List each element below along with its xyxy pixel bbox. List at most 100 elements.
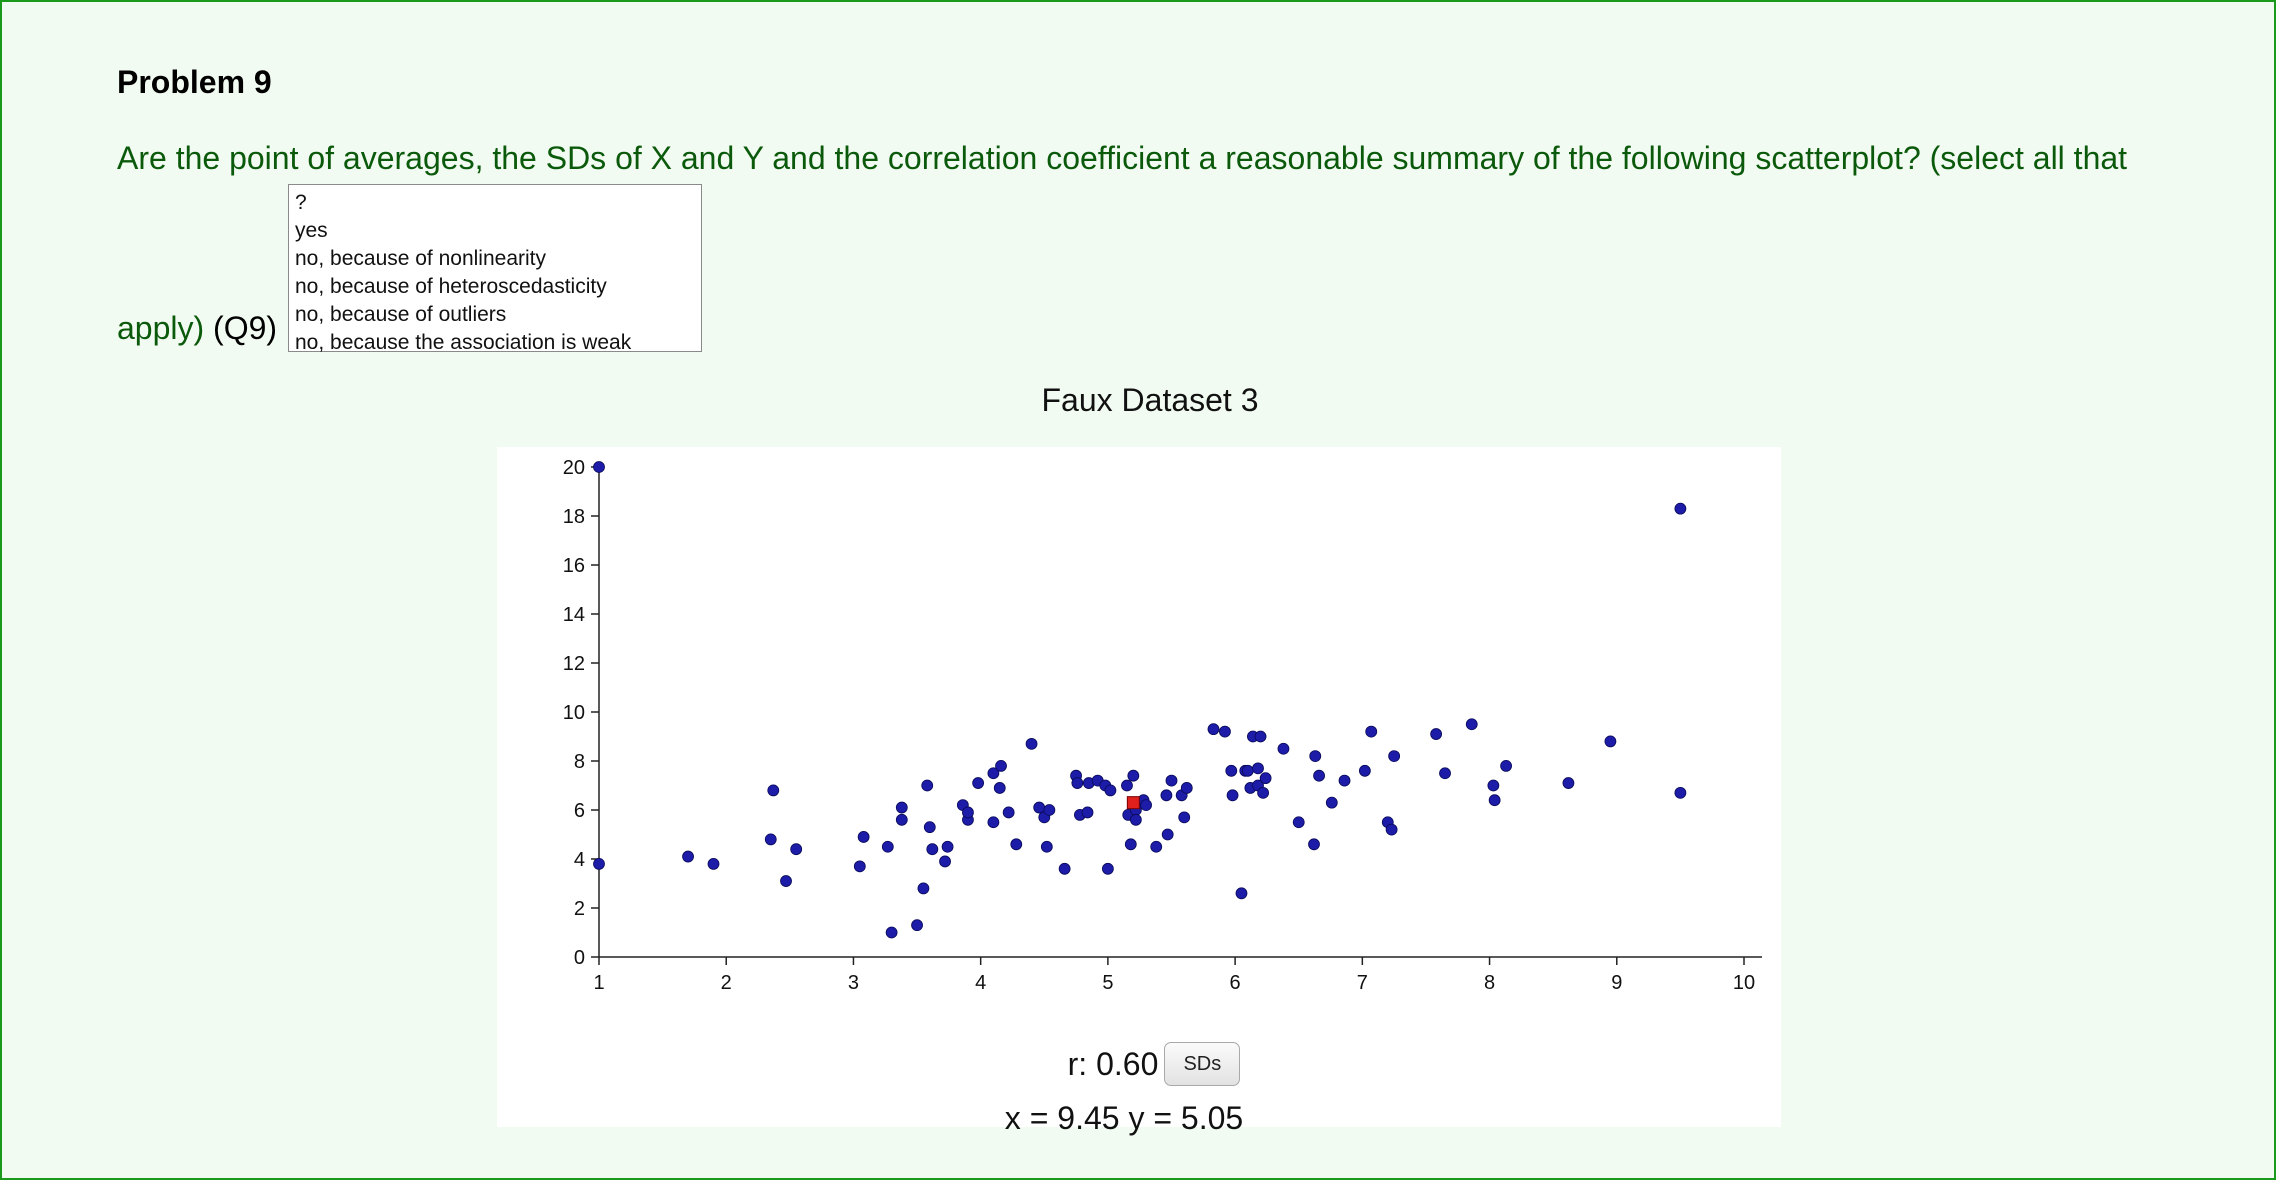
answer-option-nonlinearity[interactable]: no, because of nonlinearity xyxy=(295,247,547,270)
data-point xyxy=(764,833,777,846)
data-point xyxy=(1040,840,1053,853)
question-text: Are the point of averages, the SDs of X … xyxy=(117,140,2128,176)
data-point xyxy=(1254,730,1267,743)
y-tick-label: 12 xyxy=(563,653,585,675)
data-point xyxy=(1309,750,1322,763)
data-point xyxy=(1500,759,1512,772)
data-point xyxy=(1002,806,1015,819)
data-point xyxy=(1277,742,1290,755)
y-tick-label: 18 xyxy=(563,506,585,528)
y-tick-label: 2 xyxy=(574,898,585,920)
data-point xyxy=(911,919,923,932)
data-point xyxy=(1226,789,1239,802)
y-tick-label: 14 xyxy=(563,604,585,626)
data-point xyxy=(987,816,1000,829)
x-tick-label: 3 xyxy=(848,972,859,994)
data-point xyxy=(1388,750,1401,763)
data-point xyxy=(1562,777,1575,789)
data-point xyxy=(1180,782,1193,794)
data-point xyxy=(881,840,894,853)
y-tick-label: 4 xyxy=(574,849,585,871)
data-point xyxy=(895,801,908,814)
data-point xyxy=(1071,777,1084,789)
data-point xyxy=(1241,764,1254,777)
data-point xyxy=(1219,725,1231,738)
data-point xyxy=(1081,806,1094,819)
data-point xyxy=(1178,811,1191,824)
sds-button[interactable]: SDs xyxy=(1164,1042,1241,1086)
data-point xyxy=(593,461,605,473)
data-point xyxy=(1338,774,1351,787)
data-point xyxy=(1257,786,1269,799)
answer-option-heteroscedasticity[interactable]: no, because of heteroscedasticity xyxy=(295,275,607,298)
data-point xyxy=(790,843,803,856)
data-point xyxy=(1252,762,1264,775)
data-point xyxy=(1313,769,1325,782)
data-point xyxy=(1674,502,1687,515)
data-point xyxy=(1604,735,1617,748)
answer-option-yes[interactable]: yes xyxy=(295,219,328,242)
question-apply-text: apply) xyxy=(117,310,205,346)
data-point xyxy=(1033,801,1046,814)
data-point xyxy=(1292,816,1305,829)
data-point xyxy=(1104,784,1117,797)
data-point xyxy=(707,857,720,870)
question-text-continued: apply) (Q9) xyxy=(117,310,277,347)
data-point xyxy=(1058,862,1071,875)
data-point xyxy=(767,784,780,797)
data-point xyxy=(1439,767,1451,780)
data-point xyxy=(895,813,908,826)
problem-title: Problem 9 xyxy=(117,64,272,100)
data-point xyxy=(972,777,985,789)
data-point xyxy=(923,821,936,834)
data-point xyxy=(1259,772,1272,785)
data-point xyxy=(593,857,605,870)
data-point xyxy=(987,767,1000,780)
y-tick-label: 0 xyxy=(574,947,585,969)
correlation-label: r: 0.60 xyxy=(1067,1045,1159,1082)
data-point xyxy=(857,831,870,843)
data-point xyxy=(1225,764,1238,777)
x-tick-label: 8 xyxy=(1484,972,1495,994)
stats-row: r: 0.60 SDs xyxy=(497,1042,1781,1086)
data-point xyxy=(853,860,866,873)
data-point xyxy=(1358,764,1371,777)
x-tick-label: 9 xyxy=(1611,972,1622,994)
data-point xyxy=(926,843,939,856)
x-tick-label: 1 xyxy=(593,972,604,994)
data-point xyxy=(1160,789,1173,802)
data-point xyxy=(917,882,930,895)
data-point xyxy=(780,875,792,887)
answer-option-unknown[interactable]: ? xyxy=(295,191,307,214)
x-tick-label: 5 xyxy=(1102,972,1113,994)
y-tick-label: 6 xyxy=(574,800,585,822)
answer-option-weak-association[interactable]: no, because the association is weak xyxy=(295,331,632,354)
answer-option-outliers[interactable]: no, because of outliers xyxy=(295,303,507,326)
data-point xyxy=(1150,840,1163,853)
data-point xyxy=(1235,887,1248,900)
point-of-averages-marker xyxy=(1126,796,1140,810)
data-point xyxy=(1025,737,1038,750)
y-tick-label: 16 xyxy=(563,555,585,577)
data-point xyxy=(1674,786,1687,799)
data-point xyxy=(1043,804,1056,816)
answer-multiselect[interactable]: ? yes no, because of nonlinearity no, be… xyxy=(288,184,702,354)
x-tick-label: 2 xyxy=(721,972,732,994)
data-point xyxy=(682,850,694,863)
y-tick-label: 20 xyxy=(563,457,585,479)
chart-panel: 1 2 3 4 5 6 7 8 9 10 0 2 4 6 8 10 12 14 16 18 20 xyxy=(497,447,1781,1127)
data-point xyxy=(1487,779,1500,792)
data-point xyxy=(939,855,951,868)
data-point xyxy=(1430,728,1443,740)
y-tick-label: 10 xyxy=(563,702,585,724)
cursor-coordinates: x = 9.45 y = 5.05 xyxy=(1004,1100,1244,1136)
data-point xyxy=(1140,799,1152,812)
question-id: (Q9) xyxy=(213,310,278,346)
data-point xyxy=(941,840,954,853)
data-point xyxy=(1465,718,1478,731)
data-point xyxy=(962,806,974,819)
data-point xyxy=(1101,862,1114,875)
data-point xyxy=(1165,774,1178,787)
